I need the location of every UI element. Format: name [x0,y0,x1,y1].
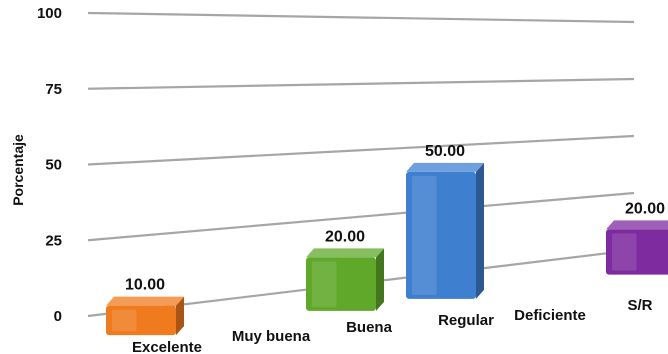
gridline [87,77,635,90]
bar-highlight [412,175,437,295]
bar-top [306,248,384,258]
gridline [87,191,635,242]
y-axis-title: Porcentaje [10,134,26,206]
gridline [87,11,635,24]
data-label: 10.00 [125,277,165,294]
bar-top [106,296,184,306]
y-tick-labels: 0 25 50 75 100 [37,5,62,325]
bar-top [606,220,668,230]
y-tick-label: 100 [37,5,62,22]
bar-side [376,248,384,311]
data-label: 20.00 [625,200,665,217]
data-label: 50.00 [425,143,465,160]
bar [306,257,376,311]
bar-highlight [112,309,137,332]
bar-highlight [312,261,337,307]
gridline [87,134,635,166]
bar [106,305,176,336]
category-label: Buena [346,319,393,336]
category-label: Muy buena [232,328,311,345]
bar [606,229,668,275]
y-tick-label: 25 [45,232,62,249]
data-labels: 10.00 20.00 50.00 20.00 [125,143,665,294]
category-label: Deficiente [514,307,586,324]
category-label: Regular [438,312,494,329]
category-label: Excelente [132,339,202,354]
bar-side [176,296,184,336]
bar-side [476,162,484,299]
bar-highlight [612,233,637,271]
bar [406,171,476,299]
bars [106,162,668,336]
category-label: S/R [627,297,652,314]
y-tick-label: 50 [45,157,62,174]
y-tick-label: 0 [54,308,62,325]
data-label: 20.00 [325,228,365,245]
y-tick-label: 75 [45,81,62,98]
category-labels: Excelente Muy buena Buena Regular Deficiente… [132,297,653,354]
bar-top [406,162,484,172]
